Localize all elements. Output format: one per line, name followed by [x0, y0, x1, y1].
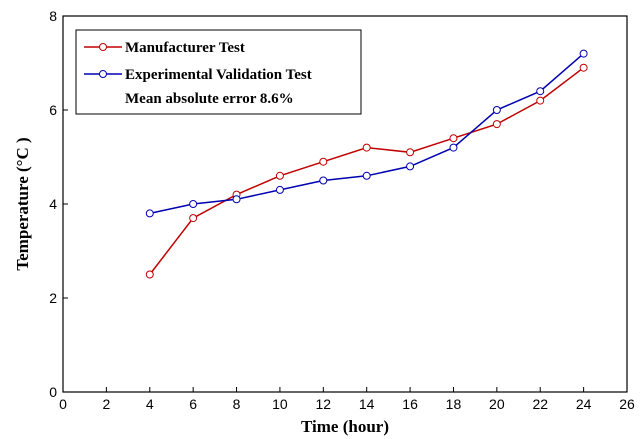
x-tick-label: 22 [532, 396, 548, 412]
data-point [536, 87, 545, 96]
data-point [406, 148, 415, 157]
x-tick-label: 10 [272, 396, 288, 412]
y-axis-label: Temperature (°C ) [13, 137, 32, 270]
x-tick-label: 20 [489, 396, 505, 412]
y-tick-label: 6 [49, 102, 57, 118]
x-tick-label: 2 [102, 396, 110, 412]
y-tick-label: 4 [49, 196, 57, 212]
data-point [492, 106, 501, 114]
data-point [319, 157, 328, 166]
x-axis-label: Time (hour) [301, 417, 389, 436]
data-point [275, 185, 284, 194]
legend-box [75, 29, 362, 115]
data-point [406, 162, 415, 171]
data-point [536, 96, 545, 105]
data-point [319, 176, 328, 185]
data-point [362, 143, 371, 152]
data-point [579, 49, 588, 58]
data-point [145, 270, 154, 279]
x-tick-label: 12 [316, 396, 332, 412]
data-point [189, 200, 198, 208]
y-tick-label: 2 [49, 290, 57, 306]
x-tick-label: 14 [359, 396, 375, 412]
data-point [145, 209, 154, 218]
x-tick-label: 4 [146, 396, 154, 412]
y-tick-label: 8 [49, 8, 57, 24]
annotation: Mean absolute error 8.6% [125, 91, 294, 107]
x-tick-label: 0 [59, 396, 67, 412]
x-tick-label: 8 [233, 396, 241, 412]
legend-marker [99, 43, 107, 51]
data-point [449, 134, 458, 143]
data-point [492, 120, 501, 129]
x-tick-label: 18 [446, 396, 462, 412]
x-tick-label: 26 [619, 396, 635, 412]
x-tick-label: 16 [402, 396, 418, 412]
x-tick-label: 6 [189, 396, 197, 412]
data-point [275, 171, 284, 180]
legend-marker [99, 70, 107, 78]
legend-label: Manufacturer Test [125, 40, 245, 56]
legend-label: Experimental Validation Test [125, 67, 312, 83]
data-point [579, 63, 588, 72]
data-point [232, 195, 241, 204]
data-point [189, 214, 198, 223]
data-point [449, 143, 458, 152]
y-tick-label: 0 [49, 384, 57, 400]
x-tick-label: 24 [576, 396, 592, 412]
data-point [362, 171, 371, 180]
